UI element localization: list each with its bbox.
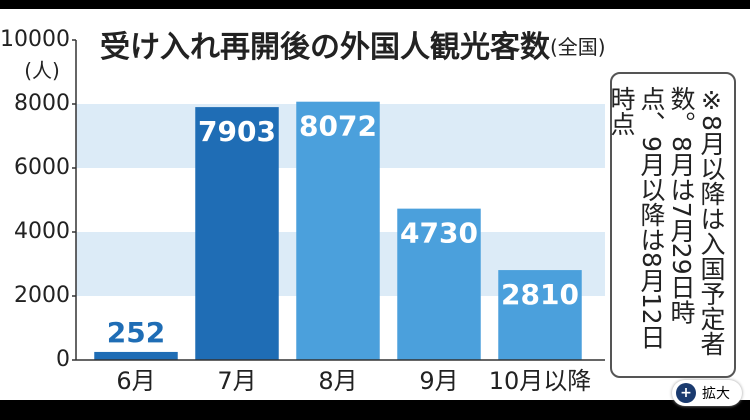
y-tick-label: 8000 <box>14 91 70 116</box>
bar <box>498 270 582 360</box>
x-tick-label: 7月 <box>217 367 256 395</box>
x-tick-label: 6月 <box>116 367 155 395</box>
x-tick-label: 9月 <box>419 367 458 395</box>
y-tick-label: 2000 <box>14 283 70 308</box>
note: ※8月以降は入国予定者数。8月は7月29日時点、9月以降は8月12日時点 <box>607 72 736 378</box>
value-label: 2810 <box>501 278 579 311</box>
bar <box>195 107 279 360</box>
plus-icon[interactable]: + <box>676 383 696 403</box>
value-label: 8072 <box>299 110 377 143</box>
x-tick-label: 8月 <box>318 367 357 395</box>
y-tick-label: 10000 <box>0 27 70 52</box>
value-label: 4730 <box>400 217 478 250</box>
title: 受け入れ再開後の外国人観光客数 <box>100 30 551 65</box>
bar <box>94 351 178 360</box>
top-strip <box>0 0 750 9</box>
y-tick-label: 0 <box>56 347 70 372</box>
bar <box>397 208 481 360</box>
y-tick-label: 4000 <box>14 219 70 244</box>
bar <box>296 101 380 361</box>
subtitle: (全国) <box>550 35 606 59</box>
bottom-strip <box>0 400 750 420</box>
value-label: 252 <box>107 316 165 349</box>
y-axis-label: (人) <box>24 59 60 83</box>
x-tick-label: 10月以降 <box>489 367 592 395</box>
expand-label[interactable]: 拡大 <box>702 386 730 402</box>
expand-button[interactable]: + 拡大 <box>672 380 742 406</box>
chart-title: 受け入れ再開後の外国人観光客数(全国) <box>100 30 606 65</box>
value-label: 7903 <box>198 115 276 148</box>
y-tick-label: 6000 <box>14 155 70 180</box>
